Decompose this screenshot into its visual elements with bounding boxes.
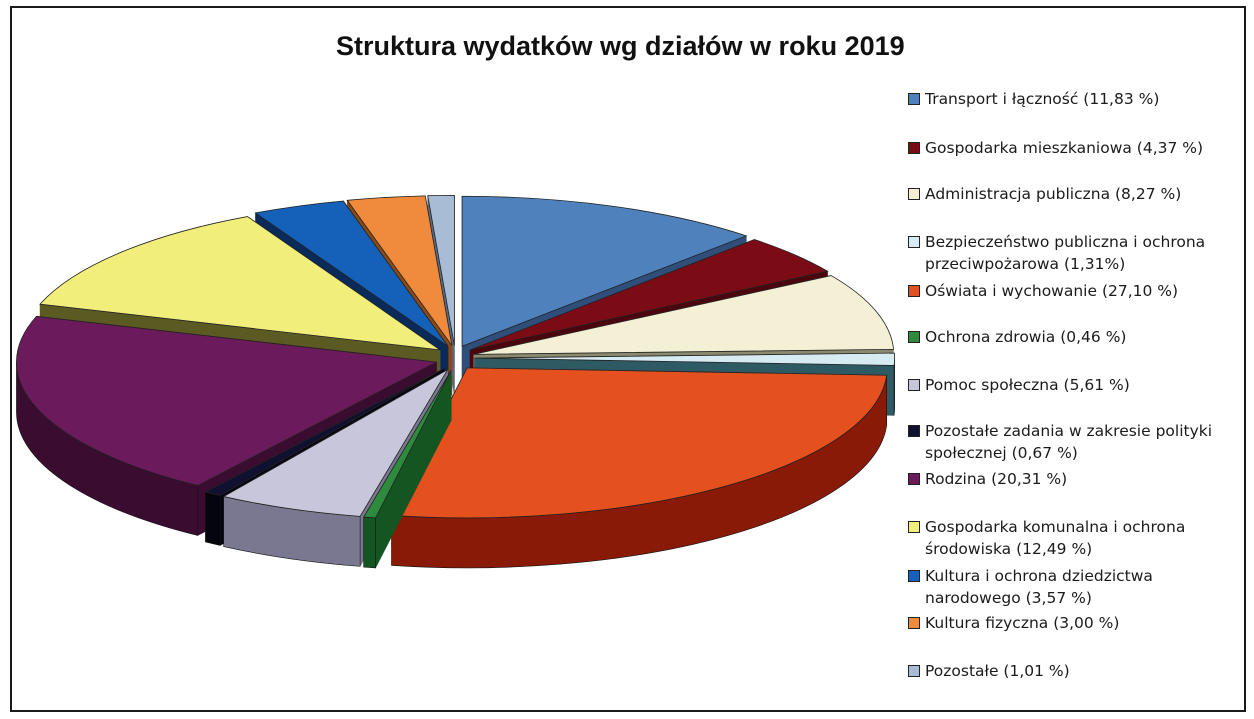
legend-swatch <box>908 425 920 437</box>
legend-label: Pozostałe (1,01 %) <box>925 660 1070 682</box>
legend-label: Oświata i wychowanie (27,10 %) <box>925 280 1178 302</box>
legend-label-line: Gospodarka komunalna i ochrona <box>925 518 1186 536</box>
legend-label-line: Kultura fizyczna (3,00 %) <box>925 614 1120 632</box>
legend-swatch <box>908 570 920 582</box>
legend-label: Ochrona zdrowia (0,46 %) <box>925 326 1126 348</box>
legend-label-line: Gospodarka mieszkaniowa (4,37 %) <box>925 139 1204 157</box>
legend-label-line: Transport i łączność (11,83 %) <box>925 90 1160 108</box>
legend-label-line: Oświata i wychowanie (27,10 %) <box>925 282 1179 300</box>
legend-label: Pomoc społeczna (5,61 %) <box>925 374 1130 396</box>
legend-label-line: przeciwpożarowa (1,31%) <box>925 255 1126 273</box>
legend-label-line: Ochrona zdrowia (0,46 %) <box>925 328 1127 346</box>
legend-swatch <box>908 331 920 343</box>
legend-label: Kultura fizyczna (3,00 %) <box>925 612 1119 634</box>
legend-swatch <box>908 665 920 677</box>
legend-label: Gospodarka mieszkaniowa (4,37 %) <box>925 137 1203 159</box>
legend-label: Transport i łączność (11,83 %) <box>925 88 1159 110</box>
legend-swatch <box>908 188 920 200</box>
legend-label: Pozostałe zadania w zakresie polityki spo… <box>925 420 1212 464</box>
legend-label-line: środowiska (12,49 %) <box>925 540 1093 558</box>
legend-label-line: Pomoc społeczna (5,61 %) <box>925 376 1130 394</box>
legend-label-line: Pozostałe (1,01 %) <box>925 662 1070 680</box>
legend: Transport i łączność (11,83 %) Gospodarka… <box>908 0 1238 719</box>
legend-swatch <box>908 142 920 154</box>
legend-label: Gospodarka komunalna i ochrona środowiska… <box>925 516 1185 560</box>
legend-swatch <box>908 617 920 629</box>
legend-swatch <box>908 93 920 105</box>
pie-slice-oswiata-i-wychowanie <box>390 367 888 569</box>
legend-swatch <box>908 285 920 297</box>
legend-label: Bezpieczeństwo publiczna i ochrona przeci… <box>925 231 1205 275</box>
legend-swatch <box>908 236 920 248</box>
legend-swatch <box>908 473 920 485</box>
pie-slice-ochrona-zdrowia <box>363 369 452 569</box>
legend-swatch <box>908 521 920 533</box>
chart-title: Struktura wydatków wg działów w roku 201… <box>336 31 905 61</box>
legend-label-line: społecznej (0,67 %) <box>925 444 1078 462</box>
legend-label: Kultura i ochrona dziedzictwa narodowego … <box>925 565 1153 609</box>
legend-label: Administracja publiczna (8,27 %) <box>925 183 1181 205</box>
legend-label-line: Administracja publiczna (8,27 %) <box>925 185 1182 203</box>
legend-swatch <box>908 379 920 391</box>
legend-label: Rodzina (20,31 %) <box>925 468 1067 490</box>
legend-label-line: narodowego (3,57 %) <box>925 589 1092 607</box>
legend-label-line: Kultura i ochrona dziedzictwa <box>925 567 1153 585</box>
legend-label-line: Bezpieczeństwo publiczna i ochrona <box>925 233 1206 251</box>
legend-label-line: Rodzina (20,31 %) <box>925 470 1068 488</box>
legend-label-line: Pozostałe zadania w zakresie polityki <box>925 422 1213 440</box>
